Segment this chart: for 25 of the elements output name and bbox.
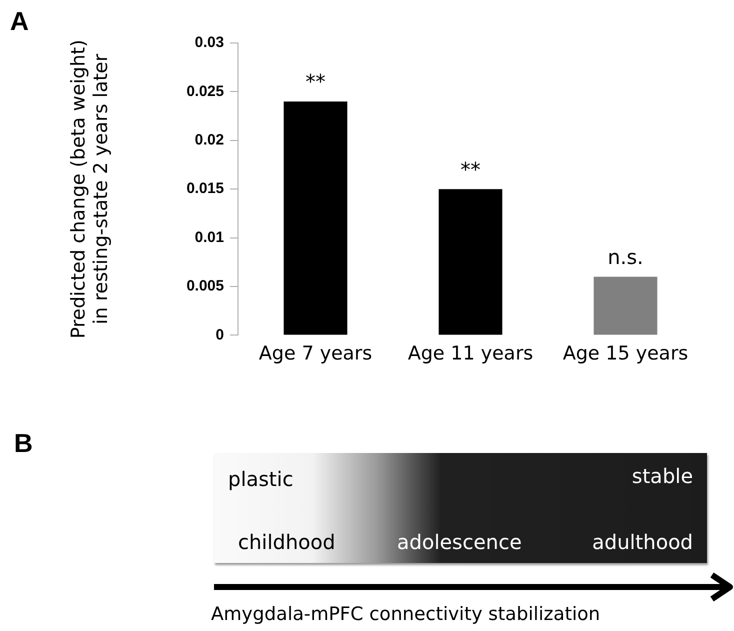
- text: plastic: [228, 467, 294, 491]
- x-tick-label: Age 15 years: [562, 342, 688, 365]
- x-tick-label: Age 11 years: [408, 342, 534, 365]
- y-tick-label: 0.01: [194, 228, 224, 246]
- y-tick-label: 0.03: [194, 34, 224, 52]
- text: Amygdala-mPFC connectivity stabilization: [211, 604, 600, 625]
- text: stable: [632, 464, 693, 488]
- y-axis-title: Predicted change (beta weight) in resting-state 2 years later: [67, 40, 112, 339]
- y-tick-label: 0.02: [194, 132, 224, 149]
- text: adolescence: [397, 530, 522, 554]
- text: adulthood: [592, 530, 693, 554]
- y-tick-label: 0.005: [186, 278, 224, 295]
- text: B: [14, 428, 33, 458]
- annotation: n.s.: [608, 244, 644, 269]
- annotation: **: [460, 157, 480, 182]
- annotation: **: [306, 70, 326, 94]
- y-tick-label: 0.015: [186, 180, 224, 198]
- bar: [438, 189, 502, 335]
- y-tick-label: 0: [216, 326, 224, 344]
- x-tick-label: Age 7 years: [258, 342, 372, 365]
- bar: [594, 276, 658, 335]
- bar: [284, 101, 348, 335]
- y-tick-label: 0.025: [186, 82, 224, 100]
- text: A: [10, 6, 29, 36]
- text: childhood: [238, 530, 336, 554]
